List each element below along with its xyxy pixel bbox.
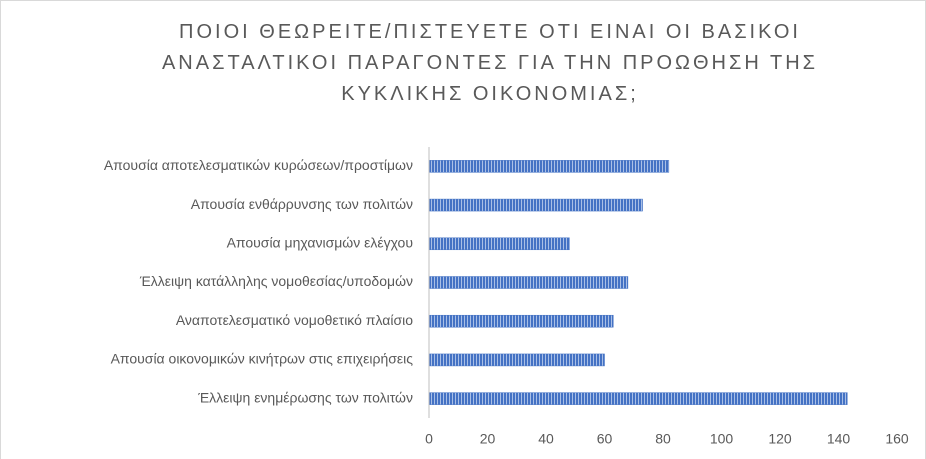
x-tick-label: 0 (425, 431, 433, 447)
bar (428, 276, 629, 289)
y-tick-label: Έλλειψη ενημέρωσης των πολιτών (197, 389, 413, 405)
x-tick-label: 100 (710, 431, 734, 447)
x-tick-label: 20 (480, 431, 496, 447)
bar (428, 237, 570, 251)
y-tick-label: Απουσία ενθάρρυνσης των πολιτών (191, 196, 413, 212)
y-tick-label: Απουσία αποτελεσματικών κυρώσεων/προστίμ… (104, 157, 413, 173)
chart-title: ΠΟΙΟΙ ΘΕΩΡΕΙΤΕ/ΠΙΣΤΕΥΕΤΕ ΟΤΙ ΕΙΝΑΙ ΟΙ ΒΑ… (161, 21, 819, 105)
y-tick-label: Έλλειψη κατάλληλης νομοθεσίας/υποδομών (139, 273, 413, 289)
bar (428, 160, 670, 173)
x-tick-label: 40 (538, 431, 554, 447)
x-tick-label: 160 (885, 431, 909, 447)
bar (428, 392, 848, 405)
x-tick-label: 140 (827, 431, 851, 447)
x-tick-label: 60 (597, 431, 613, 447)
x-tick-label: 80 (655, 431, 671, 447)
y-tick-label: Αναποτελεσματικό νομοθετικό πλαίσιο (176, 312, 413, 328)
bar (428, 314, 614, 328)
y-tick-label: Απουσία οικονομικών κινήτρων στις επιχει… (111, 351, 414, 367)
y-tick-label: Απουσία μηχανισμών ελέγχου (227, 234, 413, 250)
bar (428, 353, 605, 367)
bar (428, 198, 643, 212)
x-tick-label: 120 (768, 431, 792, 447)
